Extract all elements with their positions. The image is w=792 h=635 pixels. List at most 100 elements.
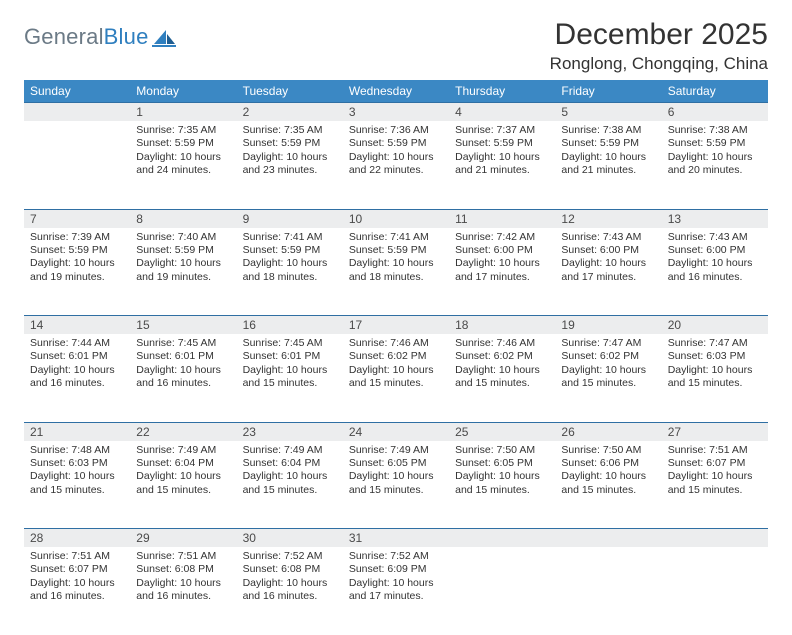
day-number-cell: 24 xyxy=(343,422,449,441)
day-number: 26 xyxy=(555,423,661,441)
sunset-line: Sunset: 6:08 PM xyxy=(136,563,230,576)
day-number-cell: 28 xyxy=(24,529,130,548)
day-cell: Sunrise: 7:46 AMSunset: 6:02 PMDaylight:… xyxy=(343,334,449,422)
day-number-cell: 18 xyxy=(449,316,555,335)
daylight-line: Daylight: 10 hours and 16 minutes. xyxy=(243,577,337,604)
daylight-line: Daylight: 10 hours and 15 minutes. xyxy=(561,470,655,497)
daylight-line: Daylight: 10 hours and 17 minutes. xyxy=(349,577,443,604)
daylight-line: Daylight: 10 hours and 16 minutes. xyxy=(30,577,124,604)
sunrise-line: Sunrise: 7:47 AM xyxy=(668,337,762,350)
day-details: Sunrise: 7:49 AMSunset: 6:04 PMDaylight:… xyxy=(237,441,343,502)
day-details: Sunrise: 7:47 AMSunset: 6:03 PMDaylight:… xyxy=(662,334,768,395)
day-details: Sunrise: 7:51 AMSunset: 6:07 PMDaylight:… xyxy=(662,441,768,502)
empty-daynum-cell xyxy=(555,529,661,548)
day-details: Sunrise: 7:41 AMSunset: 5:59 PMDaylight:… xyxy=(343,228,449,289)
empty-daynum-cell xyxy=(24,103,130,122)
sunset-line: Sunset: 5:59 PM xyxy=(455,137,549,150)
day-details: Sunrise: 7:44 AMSunset: 6:01 PMDaylight:… xyxy=(24,334,130,395)
day-number: 22 xyxy=(130,423,236,441)
daylight-line: Daylight: 10 hours and 15 minutes. xyxy=(243,470,337,497)
sunset-line: Sunset: 6:00 PM xyxy=(455,244,549,257)
day-cell: Sunrise: 7:49 AMSunset: 6:04 PMDaylight:… xyxy=(237,441,343,529)
day-number: 9 xyxy=(237,210,343,228)
sunrise-line: Sunrise: 7:52 AM xyxy=(243,550,337,563)
day-number-cell: 17 xyxy=(343,316,449,335)
day-number-cell: 21 xyxy=(24,422,130,441)
day-cell: Sunrise: 7:45 AMSunset: 6:01 PMDaylight:… xyxy=(130,334,236,422)
day-details: Sunrise: 7:37 AMSunset: 5:59 PMDaylight:… xyxy=(449,121,555,182)
empty-daynum-cell xyxy=(662,529,768,548)
day-number-cell: 20 xyxy=(662,316,768,335)
daylight-line: Daylight: 10 hours and 16 minutes. xyxy=(136,577,230,604)
sunset-line: Sunset: 6:06 PM xyxy=(561,457,655,470)
sunset-line: Sunset: 6:07 PM xyxy=(30,563,124,576)
day-number: 21 xyxy=(24,423,130,441)
day-number-cell: 31 xyxy=(343,529,449,548)
daylight-line: Daylight: 10 hours and 21 minutes. xyxy=(561,151,655,178)
day-cell: Sunrise: 7:38 AMSunset: 5:59 PMDaylight:… xyxy=(555,121,661,209)
day-cell: Sunrise: 7:37 AMSunset: 5:59 PMDaylight:… xyxy=(449,121,555,209)
weekday-header: Thursday xyxy=(449,80,555,103)
day-number-cell: 15 xyxy=(130,316,236,335)
day-details: Sunrise: 7:38 AMSunset: 5:59 PMDaylight:… xyxy=(662,121,768,182)
day-number-cell: 27 xyxy=(662,422,768,441)
day-details: Sunrise: 7:46 AMSunset: 6:02 PMDaylight:… xyxy=(449,334,555,395)
brand-logo: GeneralBlue xyxy=(24,18,176,50)
day-cell: Sunrise: 7:49 AMSunset: 6:04 PMDaylight:… xyxy=(130,441,236,529)
sunrise-line: Sunrise: 7:46 AM xyxy=(349,337,443,350)
day-details: Sunrise: 7:39 AMSunset: 5:59 PMDaylight:… xyxy=(24,228,130,289)
sunset-line: Sunset: 6:04 PM xyxy=(136,457,230,470)
daylight-line: Daylight: 10 hours and 15 minutes. xyxy=(561,364,655,391)
day-cell: Sunrise: 7:47 AMSunset: 6:03 PMDaylight:… xyxy=(662,334,768,422)
sunrise-line: Sunrise: 7:39 AM xyxy=(30,231,124,244)
sunset-line: Sunset: 6:03 PM xyxy=(30,457,124,470)
day-cell: Sunrise: 7:44 AMSunset: 6:01 PMDaylight:… xyxy=(24,334,130,422)
day-cell: Sunrise: 7:50 AMSunset: 6:06 PMDaylight:… xyxy=(555,441,661,529)
day-number-cell: 14 xyxy=(24,316,130,335)
sunset-line: Sunset: 5:59 PM xyxy=(243,137,337,150)
day-number: 28 xyxy=(24,529,130,547)
daylight-line: Daylight: 10 hours and 15 minutes. xyxy=(243,364,337,391)
daylight-line: Daylight: 10 hours and 15 minutes. xyxy=(30,470,124,497)
day-number-cell: 7 xyxy=(24,209,130,228)
sunrise-line: Sunrise: 7:50 AM xyxy=(455,444,549,457)
day-number-cell: 19 xyxy=(555,316,661,335)
day-details: Sunrise: 7:49 AMSunset: 6:04 PMDaylight:… xyxy=(130,441,236,502)
day-details: Sunrise: 7:43 AMSunset: 6:00 PMDaylight:… xyxy=(555,228,661,289)
sunset-line: Sunset: 5:59 PM xyxy=(30,244,124,257)
day-cell: Sunrise: 7:36 AMSunset: 5:59 PMDaylight:… xyxy=(343,121,449,209)
empty-daynum-cell xyxy=(449,529,555,548)
day-number-cell: 30 xyxy=(237,529,343,548)
daylight-line: Daylight: 10 hours and 21 minutes. xyxy=(455,151,549,178)
sunrise-line: Sunrise: 7:52 AM xyxy=(349,550,443,563)
daylight-line: Daylight: 10 hours and 15 minutes. xyxy=(136,470,230,497)
sunrise-line: Sunrise: 7:42 AM xyxy=(455,231,549,244)
sunset-line: Sunset: 6:02 PM xyxy=(455,350,549,363)
daylight-line: Daylight: 10 hours and 17 minutes. xyxy=(455,257,549,284)
sunrise-line: Sunrise: 7:38 AM xyxy=(668,124,762,137)
location-subtitle: Ronglong, Chongqing, China xyxy=(550,54,768,74)
day-number: 19 xyxy=(555,316,661,334)
day-cell: Sunrise: 7:50 AMSunset: 6:05 PMDaylight:… xyxy=(449,441,555,529)
daylight-line: Daylight: 10 hours and 19 minutes. xyxy=(136,257,230,284)
sunset-line: Sunset: 6:02 PM xyxy=(349,350,443,363)
day-cell: Sunrise: 7:39 AMSunset: 5:59 PMDaylight:… xyxy=(24,228,130,316)
day-details: Sunrise: 7:52 AMSunset: 6:09 PMDaylight:… xyxy=(343,547,449,608)
day-number: 5 xyxy=(555,103,661,121)
sunset-line: Sunset: 6:04 PM xyxy=(243,457,337,470)
day-number-cell: 11 xyxy=(449,209,555,228)
day-cell: Sunrise: 7:38 AMSunset: 5:59 PMDaylight:… xyxy=(662,121,768,209)
sunrise-line: Sunrise: 7:45 AM xyxy=(136,337,230,350)
day-number-cell: 26 xyxy=(555,422,661,441)
day-cell: Sunrise: 7:48 AMSunset: 6:03 PMDaylight:… xyxy=(24,441,130,529)
day-details: Sunrise: 7:46 AMSunset: 6:02 PMDaylight:… xyxy=(343,334,449,395)
daylight-line: Daylight: 10 hours and 19 minutes. xyxy=(30,257,124,284)
day-number-cell: 12 xyxy=(555,209,661,228)
sunset-line: Sunset: 5:59 PM xyxy=(136,137,230,150)
day-number-cell: 10 xyxy=(343,209,449,228)
weekday-header: Saturday xyxy=(662,80,768,103)
sunset-line: Sunset: 6:02 PM xyxy=(561,350,655,363)
day-details: Sunrise: 7:35 AMSunset: 5:59 PMDaylight:… xyxy=(237,121,343,182)
day-number-cell: 25 xyxy=(449,422,555,441)
sunset-line: Sunset: 6:07 PM xyxy=(668,457,762,470)
